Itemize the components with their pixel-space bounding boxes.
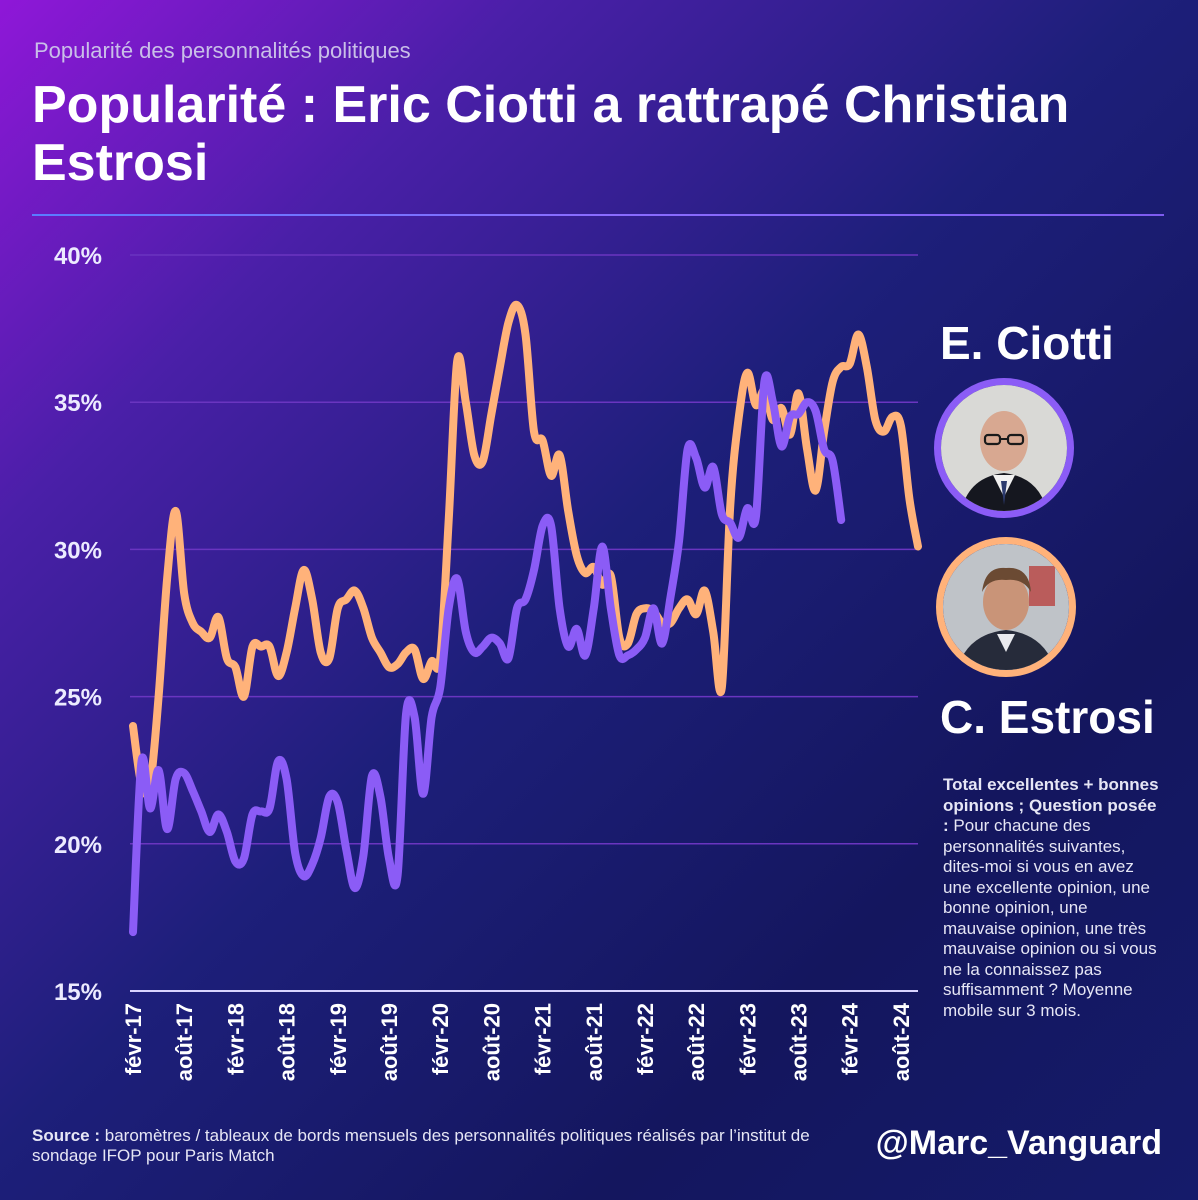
chart-subtitle: Popularité des personnalités politiques bbox=[34, 38, 411, 63]
x-tick-label: févr-17 bbox=[121, 1003, 146, 1075]
x-tick-label: août-22 bbox=[684, 1003, 709, 1081]
note-bold-1: Total excellentes + bonnes opinions ; bbox=[943, 775, 1159, 815]
ciotti-avatar bbox=[934, 378, 1074, 518]
x-tick-label: août-17 bbox=[172, 1003, 197, 1081]
x-tick-label: févr-21 bbox=[531, 1003, 556, 1075]
legend-estrosi-name: C. Estrosi bbox=[940, 691, 1155, 743]
note-bold-2: Question posée : bbox=[943, 795, 1157, 836]
source-label: Source : bbox=[32, 1126, 101, 1145]
y-tick-label: 15% bbox=[54, 979, 102, 1006]
y-tick-label: 35% bbox=[54, 390, 102, 417]
y-tick-label: 20% bbox=[54, 832, 102, 859]
source-note: Source : baromètres / tableaux de bords … bbox=[32, 1126, 832, 1166]
gridlines bbox=[130, 254, 918, 992]
x-tick-label: févr-22 bbox=[633, 1003, 658, 1075]
y-tick-label: 30% bbox=[54, 537, 102, 564]
note-text: Pour chacune des personnalités suivantes… bbox=[943, 816, 1157, 1020]
author-handle: @Marc_Vanguard bbox=[875, 1124, 1162, 1162]
series-line-e-ciotti bbox=[129, 371, 846, 937]
methodology-note: Total excellentes + bonnes opinions ; Qu… bbox=[943, 775, 1163, 1021]
title-divider bbox=[32, 214, 1164, 216]
x-tick-label: févr-23 bbox=[735, 1003, 760, 1075]
line-chart: 15% 20% 25% 30% 35% 40% févr-17 août-17 févr-18… bbox=[54, 243, 922, 1081]
series-lines bbox=[129, 300, 922, 937]
y-tick-label: 40% bbox=[54, 243, 102, 270]
x-tick-label: févr-20 bbox=[428, 1003, 453, 1075]
legend-ciotti-name: E. Ciotti bbox=[940, 317, 1114, 369]
x-tick-label: févr-19 bbox=[326, 1003, 351, 1075]
y-axis-labels: 15% 20% 25% 30% 35% 40% bbox=[54, 243, 102, 1006]
chart-title: Popularité : Eric Ciotti a rattrapé Chri… bbox=[32, 76, 1070, 192]
x-tick-label: août-23 bbox=[787, 1003, 812, 1081]
x-tick-label: août-21 bbox=[582, 1003, 607, 1081]
x-tick-label: août-24 bbox=[889, 1002, 914, 1081]
series-line-c-estrosi bbox=[129, 300, 922, 799]
y-tick-label: 25% bbox=[54, 685, 102, 712]
estrosi-avatar bbox=[936, 537, 1076, 677]
x-tick-label: févr-18 bbox=[223, 1003, 248, 1075]
x-tick-label: août-20 bbox=[479, 1003, 504, 1081]
x-tick-label: août-18 bbox=[275, 1003, 300, 1081]
x-axis-labels: févr-17 août-17 févr-18 août-18 févr-19 août-… bbox=[121, 1002, 914, 1081]
x-tick-label: août-19 bbox=[377, 1003, 402, 1081]
source-text: baromètres / tableaux de bords mensuels … bbox=[32, 1126, 810, 1165]
x-tick-label: févr-24 bbox=[838, 1002, 863, 1075]
